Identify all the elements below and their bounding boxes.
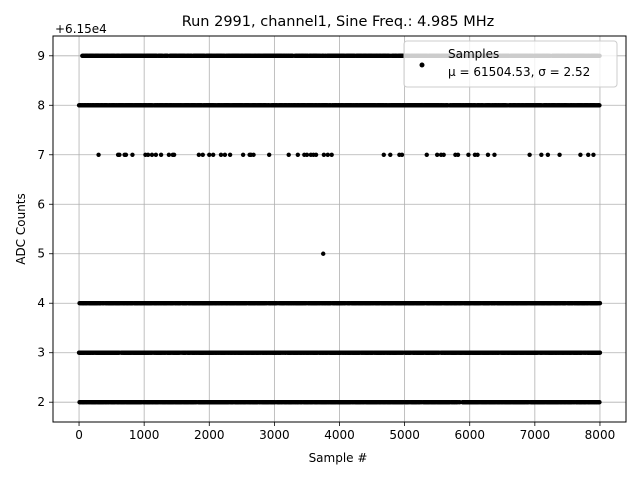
- data-point-level-7: [153, 152, 159, 157]
- x-tick-label: 2000: [194, 428, 225, 442]
- chart-title: Run 2991, channel1, Sine Freq.: 4.985 MH…: [182, 14, 495, 30]
- data-point-level-7: [313, 152, 319, 157]
- data-point-level-7: [485, 152, 491, 157]
- legend-box: [403, 40, 618, 88]
- data-point-level-7: [117, 152, 122, 157]
- plot-frame: [52, 35, 627, 423]
- x-tick-label: 4000: [324, 428, 355, 442]
- data-point-level-7: [266, 152, 272, 157]
- x-tick-label: 7000: [520, 428, 551, 442]
- data-point-level-7: [388, 152, 393, 157]
- tick-labels: 0 1000 2000 3000 4000 5000 6000 7000 8000 2 3 4 5 6 7 8…: [37, 49, 615, 442]
- data-point-level-7: [200, 152, 205, 157]
- data-point-level-7: [218, 152, 224, 157]
- data-point-level-7: [196, 152, 202, 157]
- x-tick-label: 5000: [389, 428, 420, 442]
- data-point-level-7: [123, 152, 129, 157]
- data-point-level-7: [424, 152, 429, 157]
- data-point-level-7: [325, 152, 330, 157]
- data-point-level-7: [399, 152, 405, 157]
- data-point-level-7: [381, 152, 386, 157]
- data-point-level-7: [475, 152, 480, 157]
- data-point-level-7: [207, 152, 212, 157]
- data-point-level-4: [597, 301, 603, 306]
- y-tick-label: 9: [37, 49, 45, 63]
- data-point-level-7: [227, 152, 233, 157]
- legend-marker-samples: [419, 62, 425, 68]
- data-point-level-7: [96, 152, 101, 157]
- data-point-level-7: [578, 152, 583, 157]
- data-point-level-7: [304, 152, 310, 157]
- legend: Samples μ = 61504.53, σ = 2.52: [403, 40, 618, 88]
- data-point-level-7: [329, 152, 334, 157]
- data-point-level-7: [210, 152, 216, 157]
- data-point-level-8: [597, 103, 602, 108]
- x-tick-label: 1000: [129, 428, 160, 442]
- data-point-level-5: [321, 251, 326, 256]
- data-point-level-7: [158, 152, 164, 157]
- y-tick-label: 5: [37, 247, 45, 261]
- data-point-level-7: [130, 152, 135, 157]
- legend-series-stats: μ = 61504.53, σ = 2.52: [448, 65, 590, 79]
- y-tick-label: 4: [37, 296, 45, 310]
- data-point-level-7: [545, 152, 551, 157]
- data-point-level-7: [240, 152, 246, 157]
- y-tick-label: 2: [37, 395, 45, 409]
- data-point-level-7: [222, 152, 228, 157]
- data-point-level-7: [171, 152, 177, 157]
- x-tick-label: 6000: [454, 428, 485, 442]
- y-tick-label: 7: [37, 148, 45, 162]
- data-point-level-7: [145, 152, 151, 157]
- data-point-level-7: [557, 152, 562, 157]
- data-point-level-3: [597, 350, 603, 355]
- legend-series-name: Samples: [448, 47, 499, 61]
- data-point-level-7: [441, 152, 446, 157]
- data-point-level-7: [295, 152, 301, 157]
- y-tick-label: 6: [37, 197, 45, 211]
- y-tick-label: 3: [37, 346, 45, 360]
- data-point-level-7: [149, 152, 155, 157]
- grid-lines: [53, 36, 626, 422]
- data-point-level-7: [539, 152, 544, 157]
- x-axis-label: Sample #: [309, 451, 368, 465]
- data-point-level-7: [455, 152, 461, 157]
- x-tick-label: 3000: [259, 428, 290, 442]
- data-point-level-2: [597, 400, 602, 405]
- data-point-level-7: [286, 152, 291, 157]
- data-point-level-7: [251, 152, 256, 157]
- data-point-level-7: [434, 152, 440, 157]
- x-tick-label: 0: [75, 428, 83, 442]
- y-tick-label: 8: [37, 98, 45, 112]
- data-point-level-7: [166, 152, 172, 157]
- data-point-level-7: [591, 152, 596, 157]
- data-point-level-7: [466, 152, 471, 157]
- data-point-level-7: [492, 152, 497, 157]
- x-tick-label: 8000: [585, 428, 616, 442]
- data-point-level-7: [527, 152, 532, 157]
- axes: [49, 35, 627, 426]
- data-point-level-7: [321, 152, 327, 157]
- y-axis-label: ADC Counts: [14, 193, 28, 265]
- data-point-level-7: [586, 152, 591, 157]
- y-offset-label: +6.15e4: [55, 22, 107, 36]
